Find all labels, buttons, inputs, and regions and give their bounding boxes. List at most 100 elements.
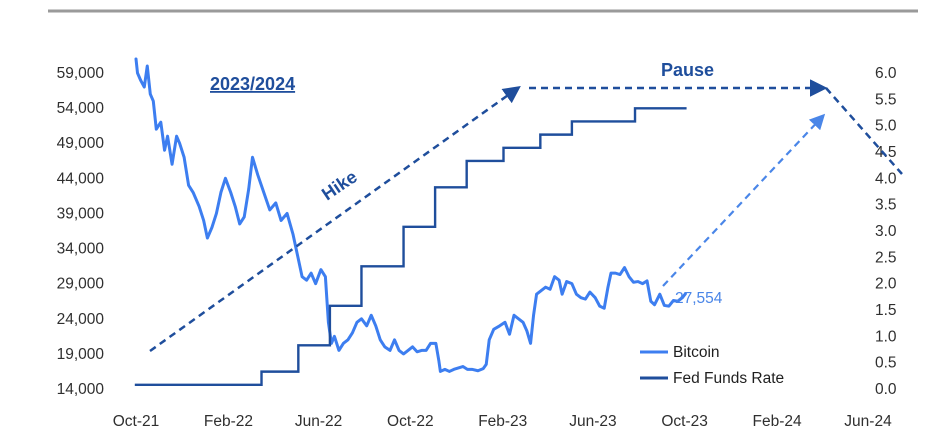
bitcoin-point [171,163,173,165]
left-axis-tick: 34,000 [57,241,105,258]
x-axis-tick: Oct-22 [387,413,434,430]
bitcoin-point [389,349,391,351]
bitcoin-point [183,156,185,158]
bitcoin-point [642,283,644,285]
left-axis-tick: 39,000 [57,205,105,222]
last-value-label: 27,554 [675,290,723,307]
left-axis-tick: 24,000 [57,311,105,328]
bitcoin-point [571,283,573,285]
bitcoin-point [607,286,609,288]
bitcoin-point [361,318,363,320]
bitcoin-point [663,305,665,307]
bitcoin-point [650,300,652,302]
bitcoin-point [439,371,441,373]
bitcoin-point [248,188,250,190]
bitcoin-point [654,304,656,306]
x-axis-tick: Feb-23 [478,413,527,430]
bitcoin-point [275,202,277,204]
bitcoin-point [425,349,427,351]
fed-funds-point [466,160,468,162]
fed-funds-point [684,107,686,109]
right-axis-tick: 3.5 [875,197,897,214]
bitcoin-point [646,280,648,282]
bitcoin-point [412,346,414,348]
bitcoin-point [594,297,596,299]
bitcoin-point [509,333,511,335]
bitcoin-point [540,290,542,292]
bitcoin-point [135,58,137,60]
bitcoin-point [403,353,405,355]
bitcoin-point [347,339,349,341]
right-axis-tick: 1.5 [875,302,897,319]
series-bitcoin-line [134,57,687,373]
right-axis-tick: 2.5 [875,249,897,266]
bitcoin-point [352,332,354,334]
bitcoin-point [257,174,259,176]
bitcoin-point [164,149,166,151]
bitcoin-point [668,305,670,307]
bitcoin-point [143,86,145,88]
x-axis-tick: Feb-22 [204,413,253,430]
bitcoin-point [280,220,282,222]
bitcoin-point [603,307,605,309]
bitcoin-point [179,142,181,144]
bitcoin-point [416,351,418,353]
bitcoin-point [554,276,556,278]
bitcoin-point [263,191,265,193]
bitcoin-point [549,288,551,290]
bitcoin-point [444,368,446,370]
bitcoin-point [152,100,154,102]
bitcoin-point [176,135,178,137]
bitcoin-point [628,276,630,278]
bitcoin-point [167,135,169,137]
fed-funds-point [329,305,331,307]
plot-layer: 59,000 54,000 49,000 44,000 39,000 34,000 29,0… [57,57,903,430]
bitcoin-point [576,293,578,295]
bitcoin-point [220,191,222,193]
bitcoin-point [366,325,368,327]
bitcoin-point [610,272,612,274]
bitcoin-point [230,191,232,193]
bitcoin-point [421,349,423,351]
bitcoin-point [633,281,635,283]
fed-funds-point [297,344,299,346]
bitcoin-point [206,237,208,239]
bitcoin-point [580,297,582,299]
bitcoin-point [306,279,308,281]
bitcoin-point [435,342,437,344]
bitcoin-point [356,321,358,323]
bitcoin-point [518,318,520,320]
bitcoin-point [375,325,377,327]
bitcoin-point [471,368,473,370]
bitcoin-point [530,342,532,344]
bitcoin-point [430,342,432,344]
bitcoin-point [477,370,479,372]
bitcoin-point [467,368,469,370]
bitcoin-point [585,298,587,300]
bitcoin-point [149,93,151,95]
bitcoin-point [243,216,245,218]
bitcoin-point [533,314,535,316]
bitcoin-point [286,213,288,215]
right-axis-tick: 4.5 [875,144,897,161]
bitcoin-point [379,339,381,341]
right-axis-tick: 6.0 [875,65,897,82]
bitcoin-point [343,342,345,344]
legend: Bitcoin Fed Funds Rate [636,339,812,394]
bitcoin-point [297,255,299,257]
right-axis-tick: 2.0 [875,276,897,293]
legend-bitcoin-label: Bitcoin [673,344,720,361]
bitcoin-point [234,206,236,208]
bitcoin-point [522,321,524,323]
bitcoin-point [203,220,205,222]
bitcoin-point [499,325,501,327]
bitcoin-point [482,368,484,370]
bitcoin-point [384,346,386,348]
bitcoin-point [310,272,312,274]
pause-label: Pause [661,60,714,80]
period-title: 2023/2024 [210,74,295,94]
bitcoin-point [513,314,515,316]
bitcoin-point [394,339,396,341]
